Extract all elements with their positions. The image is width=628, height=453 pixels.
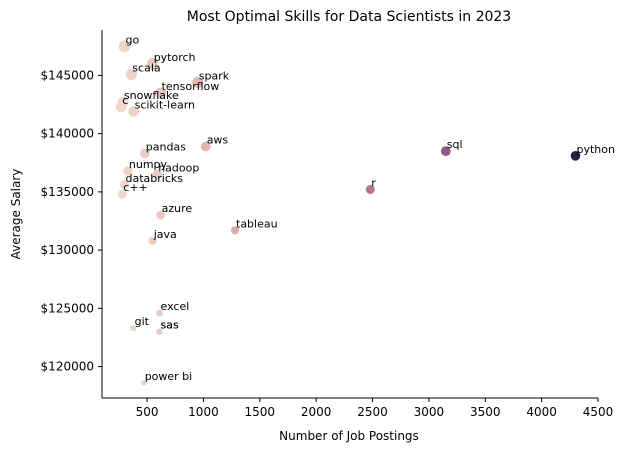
data-point-spark xyxy=(192,76,204,88)
x-axis-title: Number of Job Postings xyxy=(279,429,419,443)
data-point-java xyxy=(148,236,157,245)
data-point-numpy xyxy=(123,166,133,176)
point-label-pandas: pandas xyxy=(146,140,186,153)
y-tick-label: $120000 xyxy=(41,360,94,374)
chart-title: Most Optimal Skills for Data Scientists … xyxy=(187,9,511,25)
data-point-databricks xyxy=(119,180,130,190)
data-point-hadoop xyxy=(152,169,162,180)
point-label-git: git xyxy=(135,315,150,328)
data-point-c xyxy=(115,101,127,113)
point-label-go: go xyxy=(126,33,140,46)
data-point-scala xyxy=(125,68,137,81)
point-label-r: r xyxy=(371,177,376,190)
data-point-excel xyxy=(156,309,163,317)
points-layer xyxy=(115,40,581,386)
y-tick-label: $125000 xyxy=(41,301,94,315)
x-tick-label: 3500 xyxy=(470,405,501,419)
point-label-power-bi: power bi xyxy=(145,370,193,383)
data-point-azure xyxy=(156,210,165,220)
point-label-snowflake: snowflake xyxy=(124,89,179,102)
x-tick-label: 3000 xyxy=(414,405,445,419)
point-label-scikit-learn: scikit-learn xyxy=(135,99,195,112)
data-point-scikit-learn xyxy=(128,106,139,117)
data-point-go xyxy=(118,40,131,53)
x-tick-label: 1000 xyxy=(188,405,219,419)
point-label-scala: scala xyxy=(132,61,160,74)
x-ticks: 500 1000 1500 2000 2500 3000 3500 4000 4500 xyxy=(136,398,614,419)
x-tick-label: 4000 xyxy=(526,405,557,419)
data-point-git xyxy=(130,325,137,332)
point-label-hadoop: hadoop xyxy=(158,161,199,174)
data-point-tensorflow xyxy=(155,87,167,99)
data-point-power-bi xyxy=(141,380,147,386)
x-tick-label: 1500 xyxy=(245,405,276,419)
point-label-pytorch: pytorch xyxy=(154,51,196,64)
point-label-c: c xyxy=(122,94,128,107)
y-axis-title: Average Salary xyxy=(9,169,23,260)
point-label-aws: aws xyxy=(207,134,229,147)
data-point-pytorch xyxy=(146,58,159,70)
point-label-c-: c++ xyxy=(123,181,147,194)
x-tick-label: 2500 xyxy=(357,405,388,419)
data-point-r xyxy=(365,185,375,194)
data-point-c- xyxy=(117,189,127,199)
point-label-azure: azure xyxy=(162,202,193,215)
data-point-sql xyxy=(440,146,451,157)
point-label-tensorflow: tensorflow xyxy=(162,80,220,93)
data-point-tableau xyxy=(230,226,240,235)
y-tick-label: $135000 xyxy=(41,185,94,199)
x-tick-label: 4500 xyxy=(583,405,614,419)
point-label-excel: excel xyxy=(161,300,190,313)
y-tick-label: $145000 xyxy=(41,68,94,82)
point-label-sas: sas xyxy=(161,319,179,332)
point-label-databricks: databricks xyxy=(126,172,184,185)
point-label-python: python xyxy=(577,143,616,156)
point-label-sql: sql xyxy=(447,138,463,151)
x-tick-label: 2000 xyxy=(301,405,332,419)
x-tick-label: 500 xyxy=(136,405,159,419)
point-label-tableau: tableau xyxy=(236,217,278,230)
point-label-sas: sas xyxy=(161,319,179,332)
point-label-spark: spark xyxy=(199,69,230,82)
point-label-java: java xyxy=(153,228,177,241)
data-point-python xyxy=(570,151,581,161)
data-point-aws xyxy=(200,141,211,152)
y-tick-label: $130000 xyxy=(41,243,94,257)
y-tick-label: $140000 xyxy=(41,127,94,141)
data-point-pandas xyxy=(139,148,150,159)
point-label-numpy: numpy xyxy=(129,158,168,171)
data-point-sas xyxy=(156,328,163,335)
y-ticks: $120000 $125000 $130000 $135000 $140000 $1450… xyxy=(41,68,102,374)
